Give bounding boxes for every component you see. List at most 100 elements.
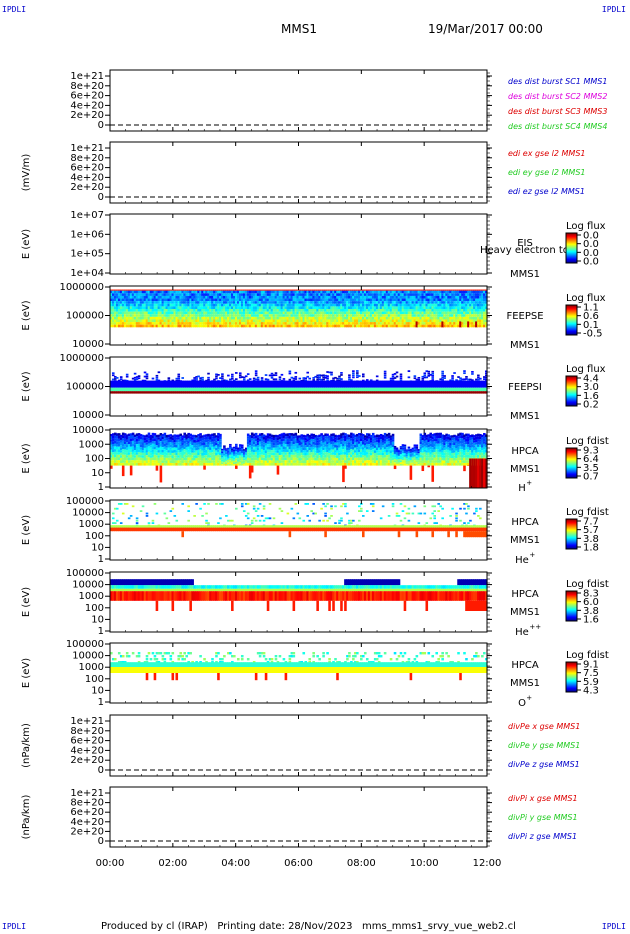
y-tick-label: 6e+20 [70, 807, 104, 818]
colorbar-tick-label: 0.0 [583, 231, 599, 242]
legend-entry: edi ex gse l2 MMS1 [508, 149, 586, 158]
x-tick-label: 08:00 [347, 858, 376, 869]
spacecraft-title: MMS1 [281, 22, 317, 36]
panel-frame [109, 141, 488, 204]
y-tick-label: 1e+06 [70, 229, 104, 240]
colorbar-tick-label: 1.8 [583, 543, 599, 554]
date-title: 19/Mar/2017 00:00 [428, 22, 543, 36]
y-tick-label: 6e+20 [70, 736, 104, 747]
y-tick-label: 1e+21 [70, 716, 104, 727]
colorbar [565, 304, 578, 336]
panel-frame [109, 714, 488, 777]
y-tick-label: 1 [98, 626, 104, 637]
y-tick-label: 100 [85, 603, 104, 614]
spectrogram-hpca-h [110, 432, 488, 488]
y-axis-label: (nPa/km) [21, 723, 32, 768]
colorbar-tick-label: 1.6 [583, 391, 599, 402]
colorbar-tick-label: 8.3 [583, 589, 599, 600]
y-axis-label: E (eV) [21, 658, 32, 688]
colorbar-tick-label: 0.2 [583, 400, 599, 411]
y-axis-label: E (eV) [21, 515, 32, 545]
corner-label-top-right: IPDLI [601, 5, 626, 14]
panel-title: EIS [517, 238, 533, 249]
panel-title-sc: MMS1 [510, 269, 540, 280]
x-tick-label: 02:00 [158, 858, 187, 869]
y-tick-label: 100000 [66, 382, 104, 393]
legend-entry: divPi x gse MMS1 [508, 794, 578, 803]
y-tick-label: 2e+20 [70, 826, 104, 837]
y-tick-label: 10000 [72, 580, 104, 591]
y-tick-label: 1000 [79, 662, 104, 673]
panel-title-sc: MMS1 [510, 340, 540, 351]
y-tick-label: 1e+04 [70, 268, 104, 279]
y-tick-label: 10 [91, 468, 104, 479]
colorbar [565, 661, 578, 693]
legend-entry: edi ey gse l2 MMS1 [508, 168, 586, 177]
legend-entry: des dist burst SC4 MMS4 [508, 122, 607, 131]
y-tick-label: 10000 [72, 425, 104, 436]
colorbar-tick-label: 0.7 [583, 472, 599, 483]
y-axis-label: E (eV) [21, 443, 32, 473]
colorbar-tick-label: 4.3 [583, 686, 599, 697]
overlay-text: Heavy electron to [480, 245, 569, 256]
y-tick-label: 1e+05 [70, 249, 104, 260]
species-charge: + [529, 551, 535, 559]
panel-hpca-h: 10000 1000 100 10 1 E (eV) HPCA MMS1 H + Log fdist… [21, 425, 609, 494]
panel-title: FEEPSE [506, 311, 543, 322]
colorbar-tick-label: 9.3 [583, 446, 599, 457]
y-tick-label: 100000 [66, 568, 104, 579]
colorbar-tick-label: 0.0 [583, 248, 599, 259]
y-tick-label: 6e+20 [70, 91, 104, 102]
y-tick-label: 6e+20 [70, 163, 104, 174]
legend-entry: divPe z gse MMS1 [508, 760, 580, 769]
y-tick-label: 1000 [79, 439, 104, 450]
colorbar-tick-label: 9.1 [583, 660, 599, 671]
colorbar [565, 590, 578, 622]
y-tick-label: 100000 [66, 496, 104, 507]
legend-entry: divPe y gse MMS1 [508, 741, 580, 750]
y-tick-label: 1e+21 [70, 788, 104, 799]
colorbar-title: Log fdist [566, 436, 609, 447]
y-tick-label: 1e+07 [70, 210, 104, 221]
legend-entry: des dist burst SC3 MMS3 [508, 107, 607, 116]
y-tick-label: 8e+20 [70, 81, 104, 92]
panel-frame [109, 786, 488, 848]
y-axis-label: (mV/m) [21, 154, 32, 192]
colorbar-title: Log flux [566, 293, 606, 304]
colorbar-tick-label: 4.4 [583, 374, 599, 385]
y-tick-label: 10000 [72, 339, 104, 350]
panel-frame [109, 69, 488, 132]
x-tick-label: 10:00 [410, 858, 439, 869]
y-tick-label: 1000 [79, 591, 104, 602]
panel-title-sc: MMS1 [510, 678, 540, 689]
y-tick-label: 10 [91, 685, 104, 696]
y-axis-label: E (eV) [21, 229, 32, 259]
y-tick-label: 4e+20 [70, 745, 104, 756]
legend-entry: divPi z gse MMS1 [508, 832, 577, 841]
species-label: He [515, 555, 529, 566]
y-tick-label: 100 [85, 674, 104, 685]
y-tick-label: 1 [98, 697, 104, 708]
panel-title: HPCA [511, 517, 539, 528]
colorbar-title: Log fdist [566, 650, 609, 661]
species-label: H [518, 483, 526, 494]
colorbar-tick-label: 3.8 [583, 606, 599, 617]
panel-feepse: 1000000 100000 10000 E (eV) FEEPSE MMS1 Log fl… [21, 282, 606, 351]
x-tick-label: 04:00 [221, 858, 250, 869]
y-tick-label: 100000 [66, 311, 104, 322]
spectrogram-feepsi [110, 370, 488, 394]
spectrogram-hpca-he [110, 503, 488, 538]
y-tick-label: 8e+20 [70, 726, 104, 737]
y-tick-label: 0 [98, 765, 104, 776]
x-tick-label: 06:00 [284, 858, 313, 869]
y-tick-label: 2e+20 [70, 182, 104, 193]
colorbar-title: Log flux [566, 221, 606, 232]
y-tick-label: 10 [91, 614, 104, 625]
colorbar-title: Log flux [566, 364, 606, 375]
y-tick-label: 1000 [79, 519, 104, 530]
panel-frame [109, 213, 488, 275]
